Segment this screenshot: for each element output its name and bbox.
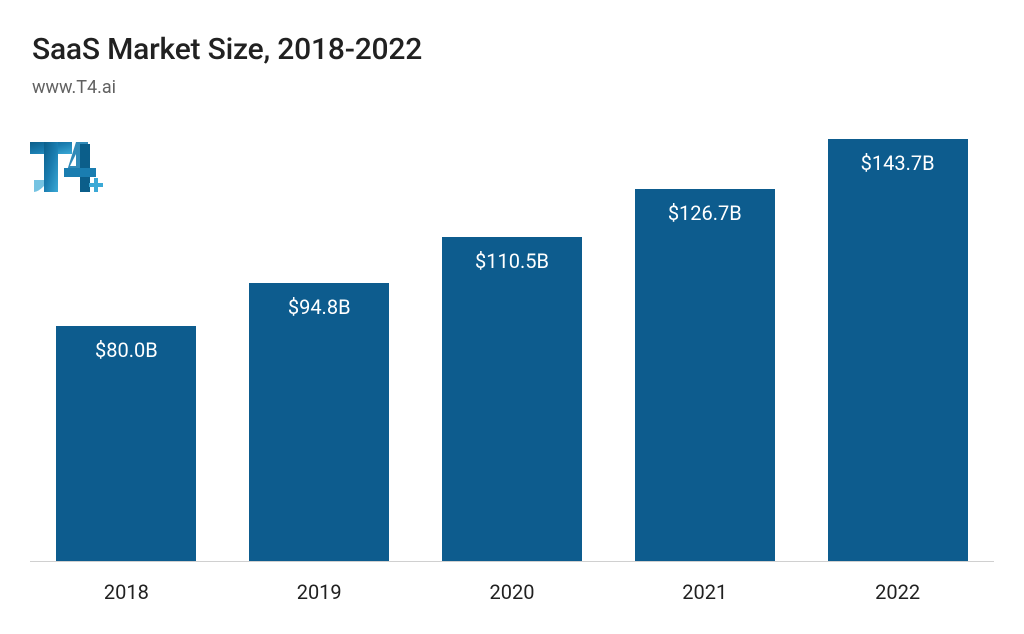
chart-subtitle: www.T4.ai bbox=[32, 77, 1024, 98]
x-label: 2019 bbox=[223, 568, 416, 604]
bar-wrapper: $80.0B bbox=[30, 122, 223, 561]
x-axis-labels: 2018 2019 2020 2021 2022 bbox=[30, 568, 994, 604]
bar-value-label: $80.0B bbox=[95, 338, 158, 362]
bar-wrapper: $110.5B bbox=[416, 122, 609, 561]
bar-2022: $143.7B bbox=[828, 139, 968, 561]
bar-wrapper: $143.7B bbox=[801, 122, 994, 561]
x-label: 2022 bbox=[801, 568, 994, 604]
bar-value-label: $143.7B bbox=[861, 151, 935, 175]
bar-value-label: $110.5B bbox=[475, 249, 549, 273]
bars-container: $80.0B $94.8B $110.5B $126.7B $143.7B bbox=[30, 122, 994, 562]
bar-chart: $80.0B $94.8B $110.5B $126.7B $143.7B 20… bbox=[30, 130, 994, 604]
chart-title: SaaS Market Size, 2018-2022 bbox=[32, 32, 1024, 67]
x-label: 2021 bbox=[608, 568, 801, 604]
bar-wrapper: $94.8B bbox=[223, 122, 416, 561]
bar-value-label: $94.8B bbox=[288, 295, 351, 319]
bar-2018: $80.0B bbox=[56, 326, 196, 561]
bar-2019: $94.8B bbox=[249, 283, 389, 561]
chart-header: SaaS Market Size, 2018-2022 www.T4.ai bbox=[0, 0, 1024, 98]
bar-wrapper: $126.7B bbox=[608, 122, 801, 561]
x-label: 2020 bbox=[416, 568, 609, 604]
bar-value-label: $126.7B bbox=[668, 201, 742, 225]
bar-2020: $110.5B bbox=[442, 237, 582, 561]
bar-2021: $126.7B bbox=[635, 189, 775, 561]
x-label: 2018 bbox=[30, 568, 223, 604]
